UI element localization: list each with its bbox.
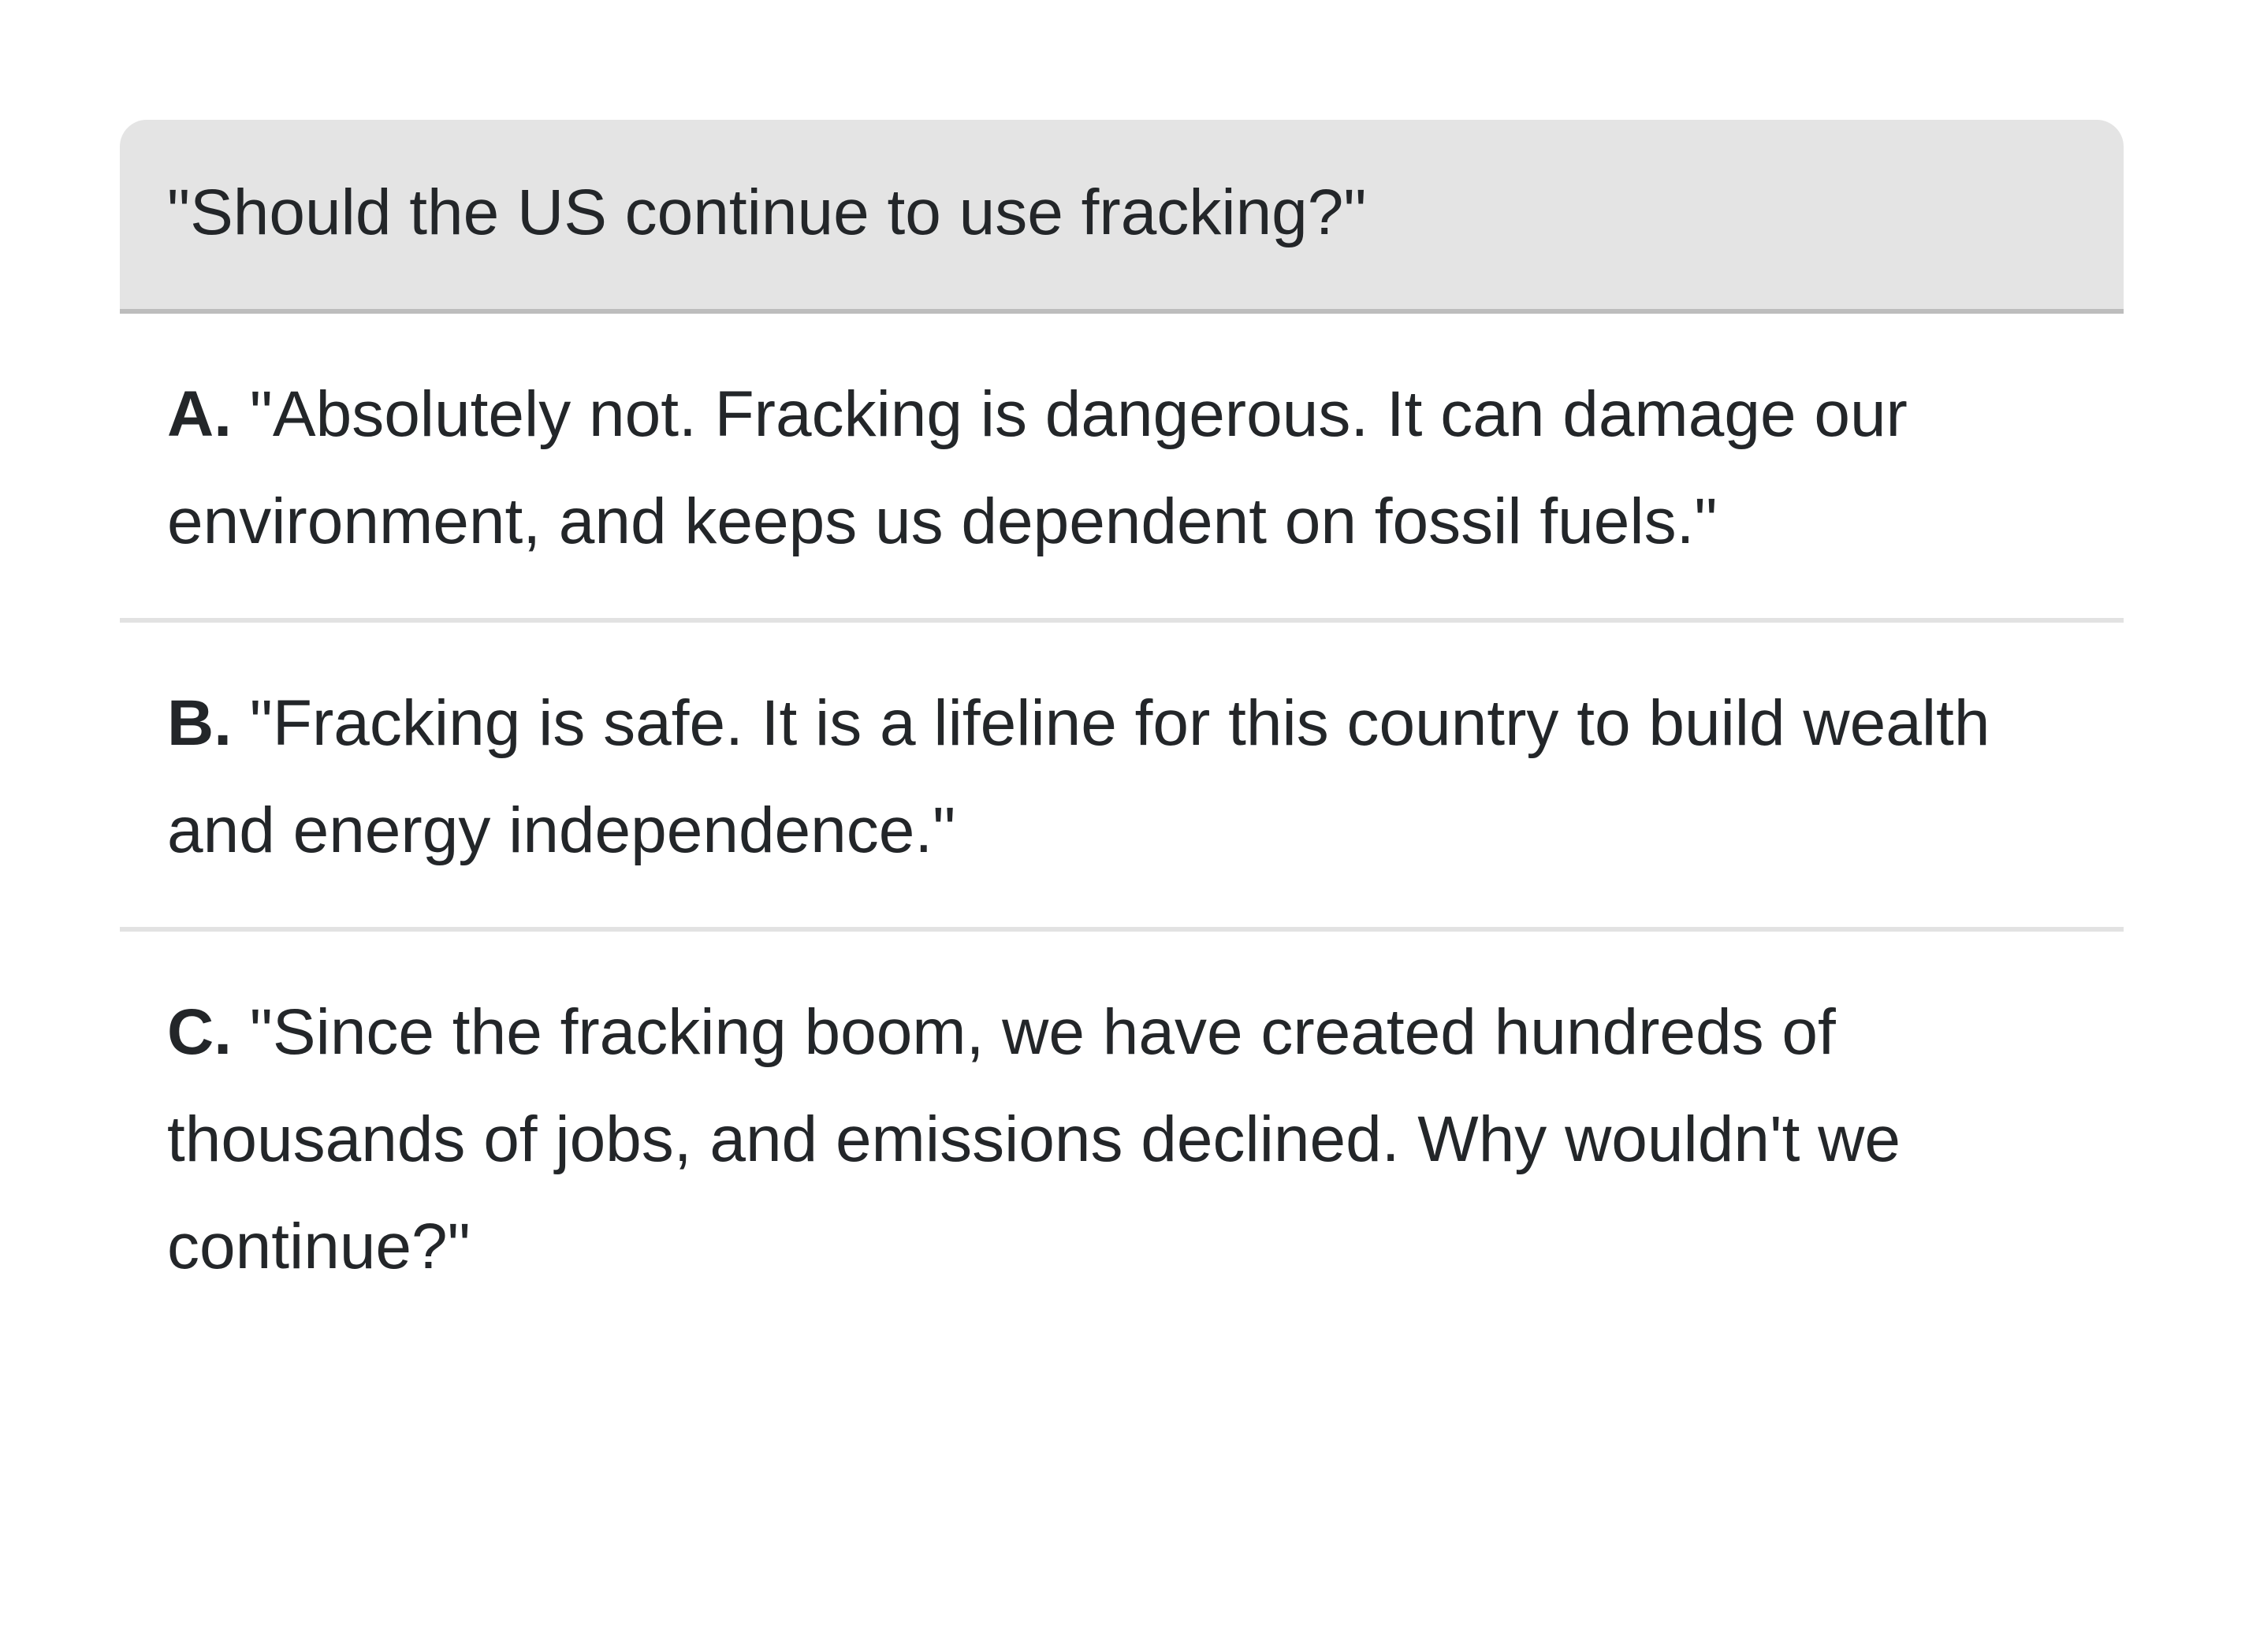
option-c-letter: C. xyxy=(167,996,232,1068)
option-b[interactable]: B. "Fracking is safe. It is a lifeline f… xyxy=(120,623,2124,932)
option-b-body: "Fracking is safe. It is a lifeline for … xyxy=(167,687,1990,866)
option-a-text: A. "Absolutely not. Fracking is dangerou… xyxy=(167,361,2059,575)
question-text: "Should the US continue to use fracking?… xyxy=(167,177,1367,248)
option-c-body: "Since the fracking boom, we have create… xyxy=(167,996,1901,1282)
option-c[interactable]: C. "Since the fracking boom, we have cre… xyxy=(120,932,2124,1294)
option-a[interactable]: A. "Absolutely not. Fracking is dangerou… xyxy=(120,314,2124,623)
option-b-letter: B. xyxy=(167,687,232,759)
option-b-text: B. "Fracking is safe. It is a lifeline f… xyxy=(167,670,2059,884)
question-card: "Should the US continue to use fracking?… xyxy=(120,120,2124,1294)
option-a-body: "Absolutely not. Fracking is dangerous. … xyxy=(167,378,1908,557)
option-a-letter: A. xyxy=(167,378,232,450)
option-c-text: C. "Since the fracking boom, we have cre… xyxy=(167,979,2059,1300)
question-header: "Should the US continue to use fracking?… xyxy=(120,120,2124,314)
